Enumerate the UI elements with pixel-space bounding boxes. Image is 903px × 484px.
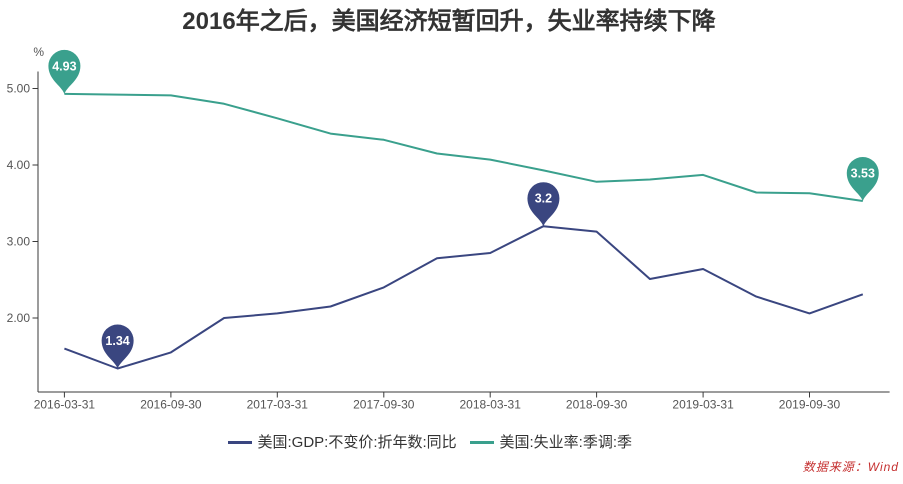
svg-text:2017-09-30: 2017-09-30	[353, 398, 415, 412]
svg-text:2019-03-31: 2019-03-31	[672, 398, 734, 412]
svg-text:2.00: 2.00	[7, 311, 31, 325]
svg-text:2016-03-31: 2016-03-31	[34, 398, 96, 412]
svg-text:2019-09-30: 2019-09-30	[779, 398, 841, 412]
svg-text:4.93: 4.93	[52, 59, 76, 73]
svg-text:2016-09-30: 2016-09-30	[140, 398, 202, 412]
svg-text:2018-03-31: 2018-03-31	[460, 398, 522, 412]
svg-text:2018-09-30: 2018-09-30	[566, 398, 628, 412]
svg-text:2017-03-31: 2017-03-31	[247, 398, 309, 412]
svg-text:1.34: 1.34	[105, 334, 129, 348]
svg-text:3.2: 3.2	[535, 192, 552, 206]
svg-text:美国:GDP:不变价:折年数:同比: 美国:GDP:不变价:折年数:同比	[258, 434, 457, 451]
svg-text:美国:失业率:季调:季: 美国:失业率:季调:季	[500, 434, 633, 451]
svg-text:数据来源：Wind: 数据来源：Wind	[803, 460, 899, 474]
svg-text:%: %	[33, 45, 44, 59]
svg-text:3.53: 3.53	[851, 167, 875, 181]
svg-text:3.00: 3.00	[7, 235, 31, 249]
svg-text:4.00: 4.00	[7, 158, 31, 172]
svg-text:5.00: 5.00	[7, 82, 31, 96]
svg-text:2016年之后，美国经济短暂回升，失业率持续下降: 2016年之后，美国经济短暂回升，失业率持续下降	[182, 7, 716, 35]
